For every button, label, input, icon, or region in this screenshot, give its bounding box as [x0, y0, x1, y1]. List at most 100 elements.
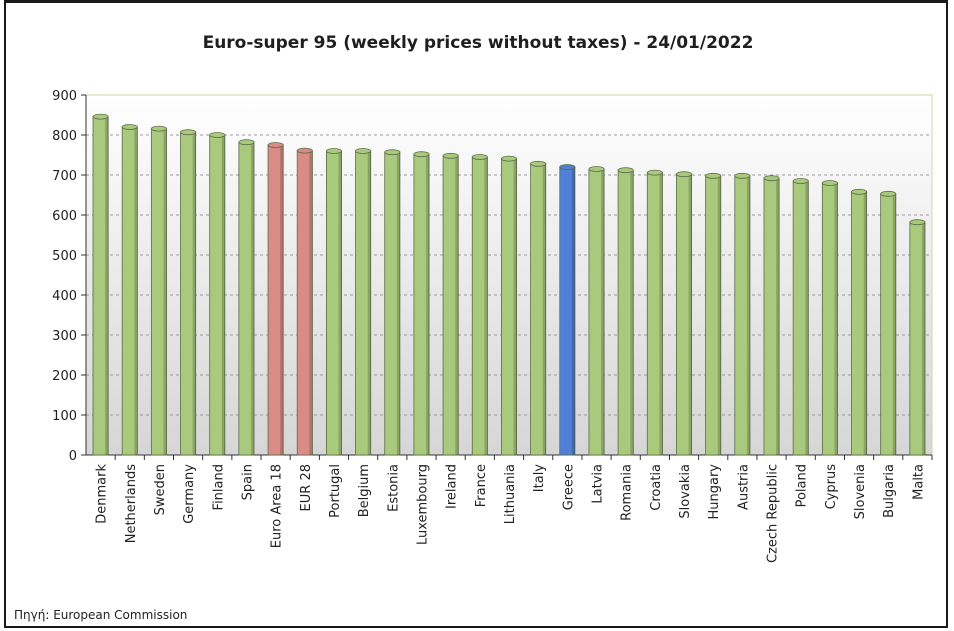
bar-shade [571, 167, 575, 455]
bar-cap [442, 152, 459, 159]
bar-cap [617, 167, 634, 174]
x-tick-label: Hungary [707, 464, 722, 520]
x-tick-label: Germany [182, 464, 197, 524]
x-tick-label: Finland [211, 464, 226, 510]
bar-shade [192, 132, 196, 455]
x-tick-label: Malta [911, 464, 926, 500]
bar-cap [763, 175, 780, 182]
bar-cap [384, 149, 401, 156]
bar-shade [251, 142, 255, 455]
bar-shade [834, 183, 838, 455]
x-tick-label: Cyprus [824, 464, 839, 510]
y-tick-label: 0 [69, 449, 77, 464]
bar-cap [150, 125, 167, 132]
bar-shade [717, 175, 721, 456]
bar-cap [121, 124, 138, 130]
x-tick-label: Euro Area 18 [270, 464, 285, 548]
x-tick-label: Romania [620, 464, 635, 521]
bar-shade [630, 170, 634, 455]
bar-cap [501, 155, 517, 162]
bar-shade [921, 222, 925, 455]
bar-shade [280, 145, 284, 455]
bar-shade [688, 174, 692, 455]
bar-shade [309, 150, 313, 455]
bar-cap [588, 166, 605, 172]
bar-cap [238, 139, 255, 146]
bar-cap [296, 147, 313, 154]
bar-shade [805, 181, 809, 455]
x-tick-label: Poland [795, 464, 810, 507]
bar-shade [163, 128, 167, 455]
chart-frame: Euro-super 95 (weekly prices without tax… [4, 0, 948, 628]
bar-cap [559, 164, 576, 170]
x-tick-label: Slovakia [678, 464, 693, 519]
y-tick-label: 200 [52, 369, 77, 384]
x-tick-label: Croatia [649, 464, 664, 511]
y-tick-label: 100 [52, 409, 77, 424]
x-tick-label: Italy [532, 464, 547, 493]
bar-shade [776, 178, 780, 455]
bar-cap [705, 172, 722, 179]
bar-cap [92, 113, 109, 120]
x-tick-label: Denmark [95, 464, 110, 524]
bar-cap [267, 142, 284, 148]
bar-shade [542, 163, 546, 456]
bar-shade [513, 158, 517, 455]
x-tick-label: Slovenia [853, 464, 868, 519]
bar-cap [471, 154, 488, 160]
chart-title: Euro-super 95 (weekly prices without tax… [202, 33, 754, 53]
x-tick-label: Lithuania [503, 464, 518, 524]
bar-cap [821, 180, 838, 186]
x-tick-label: Portugal [328, 464, 343, 518]
bar-shade [892, 193, 896, 456]
y-tick-label: 500 [52, 249, 77, 264]
x-tick-label: Netherlands [124, 464, 139, 543]
bar-cap [413, 151, 430, 158]
x-tick-label: Estonia [386, 464, 401, 512]
bar-cap [909, 219, 926, 226]
x-tick-label: Austria [736, 464, 751, 510]
bar-shade [746, 175, 750, 456]
bar-shade [659, 172, 663, 455]
bar-shade [338, 151, 342, 455]
x-tick-label: Ireland [445, 464, 460, 509]
y-tick-label: 800 [52, 129, 77, 144]
bar-cap [209, 132, 226, 138]
bar-shade [367, 151, 371, 455]
bar-shade [396, 152, 400, 455]
bar-shade [221, 135, 225, 455]
x-tick-label: Greece [561, 464, 576, 510]
bar-cap [646, 169, 663, 176]
bar-shade [426, 154, 430, 455]
bar-shade [105, 116, 109, 455]
y-tick-label: 300 [52, 329, 77, 344]
x-tick-label: Latvia [591, 464, 606, 504]
bar-shade [134, 127, 138, 455]
y-tick-label: 700 [52, 169, 77, 184]
bar-shade [455, 155, 459, 456]
chart-plot: 0 100 200 300 400 500 600 700 800 900 Denmark Nethe… [52, 89, 933, 563]
bar-shade [863, 191, 867, 456]
x-tick-label: Sweden [153, 464, 168, 515]
bar-cap [325, 148, 342, 154]
bar-cap [734, 172, 751, 179]
bar-cap [880, 190, 897, 197]
bar-cap [851, 188, 868, 195]
bar-cap [180, 129, 197, 136]
bar-cap [530, 160, 547, 167]
y-tick-label: 400 [52, 289, 77, 304]
x-tick-label: Luxembourg [415, 464, 430, 545]
x-tick-label: Belgium [357, 464, 372, 517]
bar-cap [355, 148, 372, 154]
source-note: Πηγή: European Commission [14, 608, 188, 622]
x-tick-label: Czech Republic [766, 464, 781, 563]
x-tick-label: EUR 28 [299, 464, 314, 511]
x-tick-label: Spain [240, 464, 255, 500]
y-tick-label: 900 [52, 89, 77, 104]
bar-cap [792, 178, 809, 184]
y-tick-label: 600 [52, 209, 77, 224]
bar-shade [601, 169, 605, 455]
x-tick-label: Bulgaria [882, 464, 897, 518]
x-tick-label: France [474, 464, 489, 507]
bar-shade [484, 157, 488, 455]
